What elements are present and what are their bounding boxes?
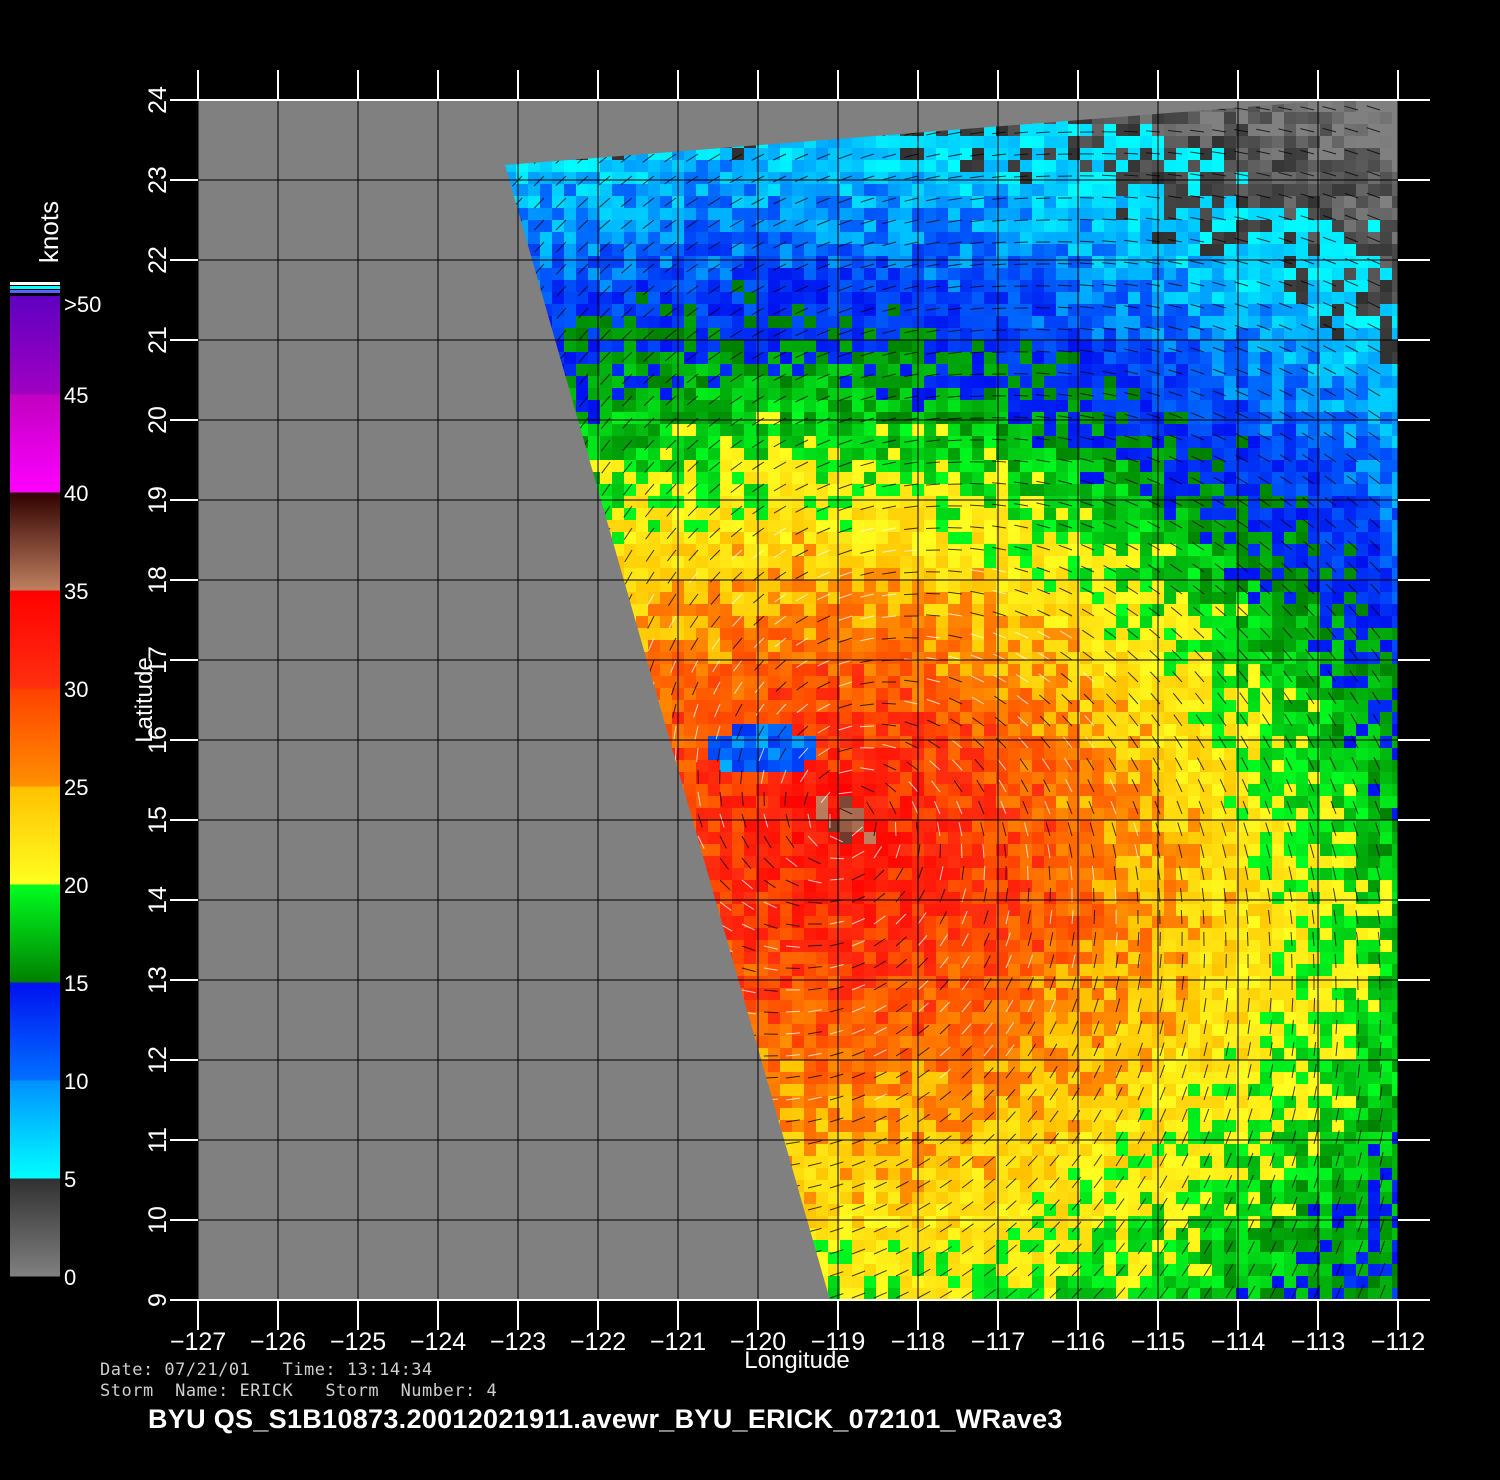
lat-tick-label: 10 xyxy=(144,1206,172,1234)
lon-tick-label: −114 xyxy=(1211,1328,1266,1356)
lon-tick-label: −117 xyxy=(971,1328,1025,1356)
lat-tick-label: 23 xyxy=(144,166,172,194)
lat-tick-label: 9 xyxy=(144,1293,172,1307)
colorbar-segment xyxy=(10,1080,60,1179)
colorbar-label: 35 xyxy=(64,579,88,604)
colorbar-segment xyxy=(10,982,60,1081)
x-axis-label: Longitude xyxy=(744,1347,849,1374)
lat-tick-label: 21 xyxy=(144,326,172,354)
lon-tick-label: −112 xyxy=(1371,1328,1425,1356)
lat-tick-label: 11 xyxy=(144,1127,172,1153)
axes: −127 −126 −125 −124 −123 −122 −121 −120 −119 −118… xyxy=(144,70,1430,1356)
colorbar-segment xyxy=(10,590,60,689)
lat-tick-label: 16 xyxy=(144,726,172,754)
lon-tick-label: −115 xyxy=(1131,1328,1185,1356)
lon-tick-label: −127 xyxy=(170,1328,226,1356)
colorbar-segment xyxy=(10,394,60,493)
colorbar-label: 40 xyxy=(64,481,88,506)
y-axis-label: Latitude xyxy=(131,657,158,742)
colorbar-unit-label: knots xyxy=(34,201,64,263)
file-title: BYU QS_S1B10873.20012021911.avewr_BYU_ER… xyxy=(148,1404,1063,1434)
lat-tick-label: 19 xyxy=(144,486,172,514)
colorbar-label: 10 xyxy=(64,1069,88,1094)
colorbar-segment xyxy=(10,884,60,983)
lon-tick-label: −118 xyxy=(891,1328,945,1356)
colorbar: 0 5 10 15 20 25 30 35 40 45 >50 xyxy=(10,282,101,1290)
lon-tick-label: −122 xyxy=(570,1328,626,1356)
colorbar-cap xyxy=(10,286,60,289)
lat-tick-label: 20 xyxy=(144,406,172,434)
colorbar-segment xyxy=(10,296,60,395)
lon-tick-label: −116 xyxy=(1051,1328,1105,1356)
lon-tick-label: −125 xyxy=(330,1328,386,1356)
lat-tick-label: 18 xyxy=(144,566,172,594)
colorbar-segment xyxy=(10,492,60,591)
colorbar-segment xyxy=(10,786,60,885)
lat-tick-label: 15 xyxy=(144,806,172,834)
lat-tick-label: 12 xyxy=(144,1046,172,1074)
lon-tick-label: −126 xyxy=(250,1328,306,1356)
colorbar-segment xyxy=(10,688,60,787)
lon-tick-label: −121 xyxy=(650,1328,706,1356)
colorbar-label: 20 xyxy=(64,873,88,898)
colorbar-label: 45 xyxy=(64,383,88,408)
lat-tick-label: 17 xyxy=(144,646,172,674)
lon-tick-label: −120 xyxy=(730,1328,786,1356)
colorbar-label: >50 xyxy=(64,292,101,317)
colorbar-segment xyxy=(10,1178,60,1277)
lat-tick-label: 24 xyxy=(144,86,172,114)
lat-lon-grid xyxy=(197,99,1399,1301)
date-time-info: Date: 07/21/01 Time: 13:14:34 xyxy=(100,1360,433,1380)
plot-area xyxy=(197,99,1399,1301)
storm-name-info: Storm Name: ERICK Storm Number: 4 xyxy=(100,1381,498,1401)
colorbar-label: 30 xyxy=(64,677,88,702)
colorbar-cap xyxy=(10,290,60,293)
lon-tick-label: −113 xyxy=(1291,1328,1345,1356)
lat-tick-label: 14 xyxy=(144,886,172,914)
lon-tick-label: −124 xyxy=(410,1328,466,1356)
lat-tick-label: 13 xyxy=(144,966,172,994)
colorbar-label: 25 xyxy=(64,775,88,800)
lon-tick-label: −123 xyxy=(490,1328,546,1356)
colorbar-label: 0 xyxy=(64,1265,76,1290)
colorbar-cap xyxy=(10,282,60,285)
lon-tick-label: −119 xyxy=(811,1328,865,1356)
colorbar-label: 15 xyxy=(64,971,88,996)
lat-tick-label: 22 xyxy=(144,246,172,274)
colorbar-label: 5 xyxy=(64,1167,76,1192)
